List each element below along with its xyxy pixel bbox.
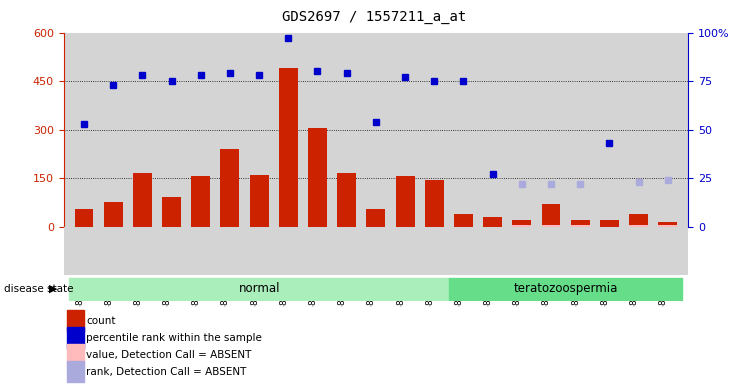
Bar bbox=[629, 225, 648, 227]
Bar bbox=[162, 197, 181, 227]
Text: teratozoospermia: teratozoospermia bbox=[513, 283, 618, 295]
Text: ▶: ▶ bbox=[49, 284, 58, 294]
Bar bbox=[425, 180, 444, 227]
Bar bbox=[658, 225, 677, 227]
Bar bbox=[221, 149, 239, 227]
Bar bbox=[70, 278, 449, 300]
Text: normal: normal bbox=[239, 283, 280, 295]
Bar bbox=[104, 202, 123, 227]
Text: disease state: disease state bbox=[4, 284, 73, 294]
Bar bbox=[75, 209, 94, 227]
Bar bbox=[308, 128, 327, 227]
Bar bbox=[629, 214, 648, 227]
Bar bbox=[133, 173, 152, 227]
Bar bbox=[396, 177, 414, 227]
Bar bbox=[658, 222, 677, 227]
Bar bbox=[542, 225, 560, 227]
Bar bbox=[512, 220, 531, 227]
Text: count: count bbox=[86, 316, 115, 326]
Text: rank, Detection Call = ABSENT: rank, Detection Call = ABSENT bbox=[86, 367, 246, 377]
Bar bbox=[571, 225, 589, 227]
Bar bbox=[600, 220, 619, 227]
Bar bbox=[367, 209, 385, 227]
Text: GDS2697 / 1557211_a_at: GDS2697 / 1557211_a_at bbox=[282, 10, 466, 23]
Bar bbox=[542, 204, 560, 227]
Bar bbox=[191, 177, 210, 227]
Bar bbox=[250, 175, 269, 227]
Bar bbox=[571, 220, 589, 227]
Bar bbox=[449, 278, 682, 300]
Bar bbox=[483, 217, 502, 227]
Bar bbox=[67, 327, 84, 349]
Bar bbox=[67, 310, 84, 332]
Text: percentile rank within the sample: percentile rank within the sample bbox=[86, 333, 262, 343]
Bar bbox=[67, 361, 84, 382]
Bar bbox=[454, 214, 473, 227]
Bar bbox=[279, 68, 298, 227]
Text: value, Detection Call = ABSENT: value, Detection Call = ABSENT bbox=[86, 350, 251, 360]
Bar bbox=[512, 225, 531, 227]
Bar bbox=[337, 173, 356, 227]
Bar bbox=[67, 344, 84, 366]
